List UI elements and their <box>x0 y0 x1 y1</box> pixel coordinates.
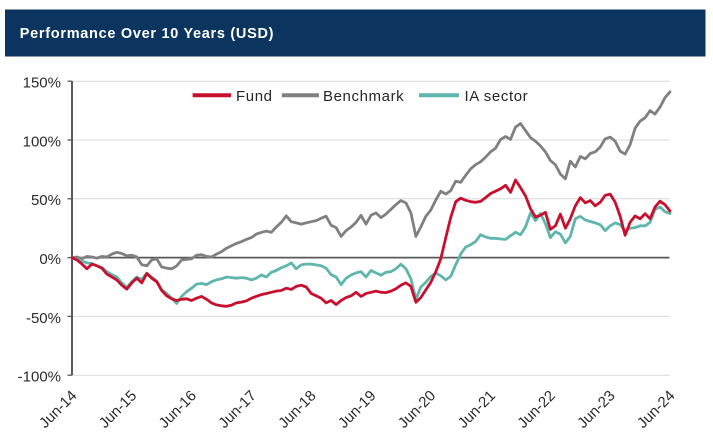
svg-text:100%: 100% <box>23 133 61 150</box>
svg-text:Fund: Fund <box>236 88 273 105</box>
svg-text:Benchmark: Benchmark <box>323 88 404 105</box>
svg-text:IA sector: IA sector <box>465 88 529 105</box>
svg-text:0%: 0% <box>39 251 61 268</box>
svg-text:-50%: -50% <box>26 310 61 327</box>
svg-text:150%: 150% <box>23 75 61 92</box>
svg-text:-100%: -100% <box>18 369 61 386</box>
svg-text:Performance Over 10 Years (USD: Performance Over 10 Years (USD) <box>20 26 274 42</box>
svg-text:50%: 50% <box>31 192 61 209</box>
